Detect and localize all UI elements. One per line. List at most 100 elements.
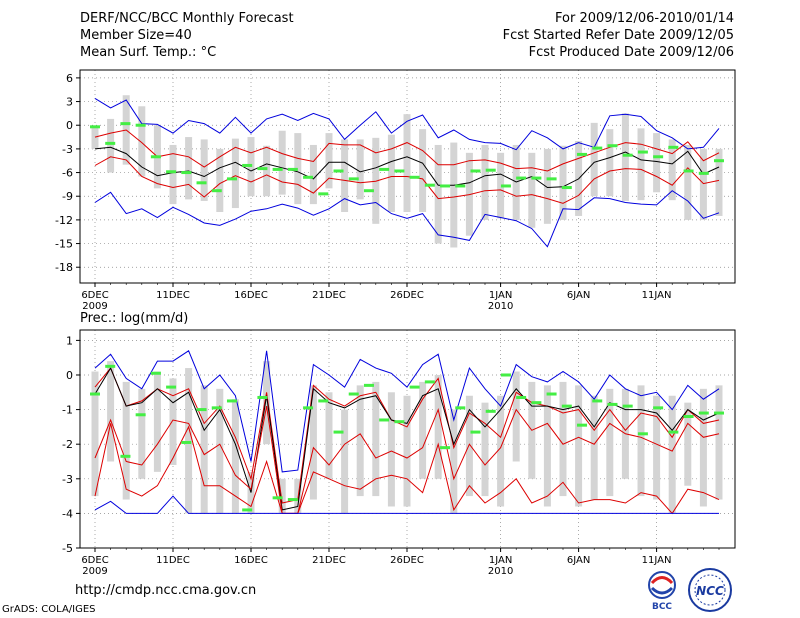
green-marker [714, 411, 724, 415]
green-marker [668, 430, 679, 434]
green-marker [592, 399, 603, 403]
x-tick-label: 11JAN [642, 555, 672, 566]
ensemble-box [590, 122, 598, 197]
grads-credit: GrADS: COLA/IGES [2, 604, 96, 615]
green-marker [500, 184, 511, 188]
green-marker [226, 177, 237, 181]
green-marker [181, 171, 192, 175]
ensemble-box [309, 385, 317, 500]
green-marker [348, 177, 359, 181]
green-marker [120, 122, 131, 126]
green-marker [516, 176, 527, 180]
ensemble-box [512, 371, 520, 462]
green-marker [455, 406, 466, 410]
ensemble-box [559, 381, 567, 497]
ensemble-box [341, 409, 349, 514]
series-line-p10_low [94, 423, 720, 515]
ensemble-box [216, 148, 224, 212]
x-tick-label: 21DEC [312, 290, 346, 301]
ensemble-box [637, 385, 645, 497]
green-marker [90, 392, 100, 396]
ensemble-box [481, 402, 489, 497]
green-marker [120, 454, 131, 458]
green-marker [272, 496, 283, 500]
x-tick-label: 21DEC [312, 555, 346, 566]
ensemble-box [169, 378, 177, 465]
ensemble-box [138, 388, 146, 479]
ensemble-box [278, 478, 286, 514]
green-marker [577, 423, 588, 427]
ensemble-box [356, 385, 364, 497]
green-marker [531, 401, 542, 405]
green-marker [607, 144, 618, 148]
x-tick-label: 6JAN [567, 290, 590, 301]
ensemble-box [699, 388, 707, 507]
green-marker [607, 402, 618, 406]
ensemble-box [185, 137, 193, 200]
green-marker [394, 169, 405, 173]
green-marker [211, 189, 222, 193]
x-tick-label: 26DEC [390, 290, 424, 301]
ensemble-box [325, 392, 333, 479]
green-marker [318, 192, 329, 196]
green-marker [363, 383, 374, 387]
green-marker [90, 125, 100, 129]
green-marker [333, 169, 344, 173]
ensemble-box [122, 381, 130, 500]
ensemble-box [372, 381, 380, 497]
green-marker [516, 395, 527, 399]
green-marker [698, 171, 709, 175]
precip-panel-label: Prec.: log(mm/d) [80, 311, 189, 326]
green-marker [440, 446, 451, 450]
y-tick-label: -3 [62, 473, 73, 486]
y-tick-label: -15 [55, 238, 73, 251]
ensemble-box [91, 371, 99, 497]
ensemble-box [621, 113, 629, 201]
ensemble-box [653, 133, 661, 193]
x-tick-year: 2009 [82, 566, 107, 577]
green-marker [485, 409, 496, 413]
series-line-min [94, 495, 719, 514]
x-tick-label: 16DEC [234, 555, 268, 566]
ensemble-box [309, 144, 317, 205]
y-tick-label: -18 [55, 261, 73, 274]
x-tick-label: 26DEC [390, 555, 424, 566]
x-tick-year: 2010 [488, 301, 513, 312]
bcc-logo-icon: BCC [648, 571, 676, 612]
ensemble-box [387, 134, 395, 212]
x-tick-year: 2010 [488, 566, 513, 577]
ensemble-box [107, 361, 115, 462]
ensemble-box [169, 144, 177, 205]
y-tick-label: -9 [62, 190, 73, 203]
green-marker [637, 432, 648, 436]
ensemble-box [419, 129, 427, 212]
ensemble-box [559, 145, 567, 220]
green-marker [379, 418, 390, 422]
green-marker [257, 395, 268, 399]
x-tick-label: 11DEC [156, 555, 190, 566]
ensemble-box [465, 395, 473, 497]
x-tick-label: 6DEC [81, 555, 108, 566]
source-url[interactable]: http://cmdp.ncc.cma.gov.cn [75, 583, 257, 598]
green-marker [105, 364, 116, 368]
green-marker [303, 406, 314, 410]
ensemble-box [668, 139, 676, 201]
ensemble-box [403, 395, 411, 507]
variable-label: Mean Surf. Temp.: °C [80, 45, 217, 60]
green-marker [348, 392, 359, 396]
green-marker [470, 169, 481, 173]
series-line-max [94, 350, 720, 473]
x-tick-label: 11JAN [642, 290, 672, 301]
y-tick-label: -6 [62, 167, 73, 180]
ensemble-box [606, 388, 614, 497]
ensemble-box [387, 392, 395, 507]
green-marker [683, 415, 694, 419]
series-line-p90 [94, 367, 720, 504]
green-marker [531, 176, 542, 180]
ensemble-box [200, 139, 208, 201]
ensemble-box [107, 118, 115, 173]
green-marker [303, 175, 314, 179]
ensemble-box [356, 139, 364, 200]
ensemble-box [419, 381, 427, 479]
green-marker [622, 153, 633, 157]
